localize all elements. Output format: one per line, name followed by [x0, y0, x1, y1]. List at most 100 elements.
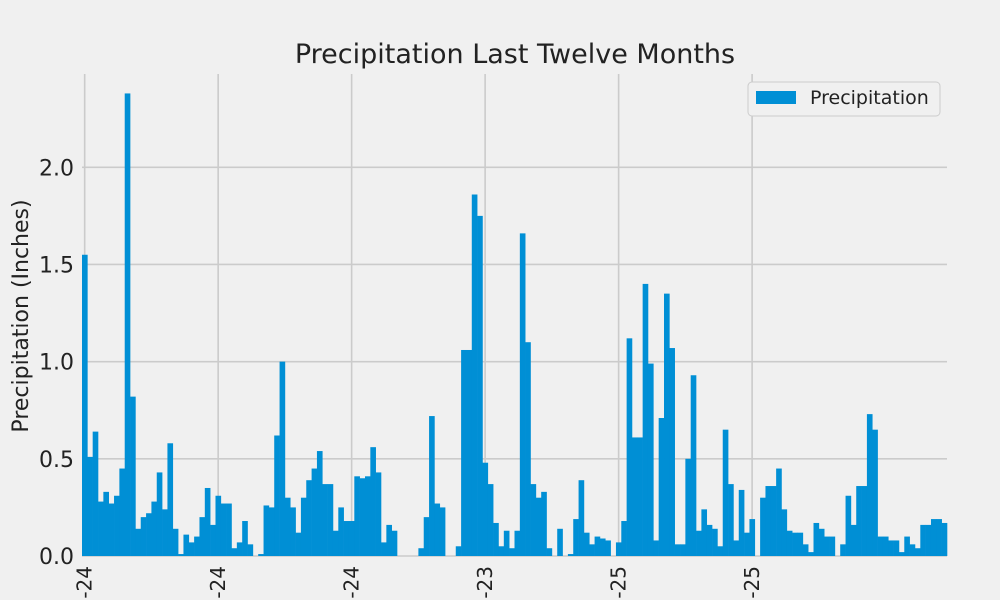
legend-label: Precipitation [810, 87, 929, 109]
bar [792, 532, 798, 556]
bar [941, 522, 948, 556]
bar [210, 524, 216, 556]
bar [701, 509, 708, 556]
y-tick-label: 1.0 [39, 351, 74, 376]
bar [824, 536, 830, 556]
bar [215, 495, 222, 556]
bar [749, 519, 756, 556]
bar [904, 536, 910, 556]
bar [728, 484, 734, 556]
bar [263, 505, 270, 556]
bar [882, 536, 889, 556]
bar [712, 528, 718, 556]
bar [236, 542, 243, 556]
bar [653, 540, 659, 556]
bar [733, 540, 740, 556]
bar [359, 478, 366, 556]
bar [722, 429, 729, 556]
bar [664, 293, 670, 556]
bar [818, 528, 825, 556]
bar [802, 544, 809, 556]
bar [348, 521, 355, 556]
bar [519, 233, 526, 556]
x-tick-label: -24 [206, 566, 230, 599]
bar [909, 544, 916, 556]
bar [338, 507, 344, 556]
bar [850, 524, 857, 556]
x-tick-label: -24 [340, 566, 364, 599]
bar [680, 544, 686, 556]
y-axis-label: Precipitation (Inches) [9, 199, 34, 432]
bar [156, 472, 163, 556]
y-tick-label: 0.5 [39, 448, 74, 473]
bar [685, 458, 692, 556]
legend-box [747, 81, 941, 117]
bar [829, 536, 836, 556]
bar [813, 522, 820, 556]
bar [482, 462, 489, 556]
bar [343, 521, 350, 556]
bar [845, 495, 852, 556]
bar [124, 93, 131, 556]
bar [146, 513, 152, 556]
bar [242, 521, 248, 556]
bar [316, 451, 323, 556]
bar [706, 524, 713, 556]
bar [82, 254, 88, 556]
bar [920, 524, 926, 556]
bar [696, 530, 702, 556]
bar [898, 552, 905, 556]
bar [546, 548, 553, 556]
bar [279, 361, 286, 556]
bar [332, 530, 339, 556]
bar [423, 517, 430, 556]
bar [840, 544, 846, 556]
bar [930, 519, 937, 556]
bar [936, 519, 942, 556]
bar [541, 491, 547, 556]
bar [108, 503, 115, 556]
bar [98, 501, 104, 556]
bar [642, 283, 649, 556]
bar [130, 396, 136, 556]
bar [354, 476, 360, 556]
bar [391, 530, 398, 556]
bar [231, 548, 238, 556]
bar [364, 476, 371, 556]
bar [583, 532, 590, 556]
bar [188, 542, 195, 556]
bar [877, 536, 884, 556]
bar [765, 486, 772, 556]
y-tick-label: 1.5 [39, 253, 74, 278]
bar [178, 554, 184, 556]
bar [557, 528, 563, 556]
bar [493, 522, 499, 556]
bar [578, 480, 585, 556]
bar [92, 431, 99, 556]
bar [567, 554, 574, 556]
x-tick-label: -25 [740, 566, 764, 599]
bar [295, 532, 302, 556]
bar [770, 486, 777, 556]
bar [327, 484, 334, 556]
bar [797, 532, 804, 556]
bar [119, 468, 126, 556]
bar [658, 418, 665, 556]
bar [434, 503, 441, 556]
bar [631, 437, 638, 556]
bar [386, 524, 392, 556]
bar [471, 194, 478, 556]
bar [151, 501, 158, 556]
bar [637, 437, 643, 556]
bar [226, 503, 232, 556]
y-tick-label: 2.0 [39, 156, 74, 181]
bar [375, 472, 382, 556]
bar [615, 542, 622, 556]
x-tick-label: -25 [607, 566, 631, 599]
bar [674, 544, 681, 556]
bar [140, 517, 147, 556]
bar [258, 554, 264, 556]
bar [760, 497, 766, 556]
